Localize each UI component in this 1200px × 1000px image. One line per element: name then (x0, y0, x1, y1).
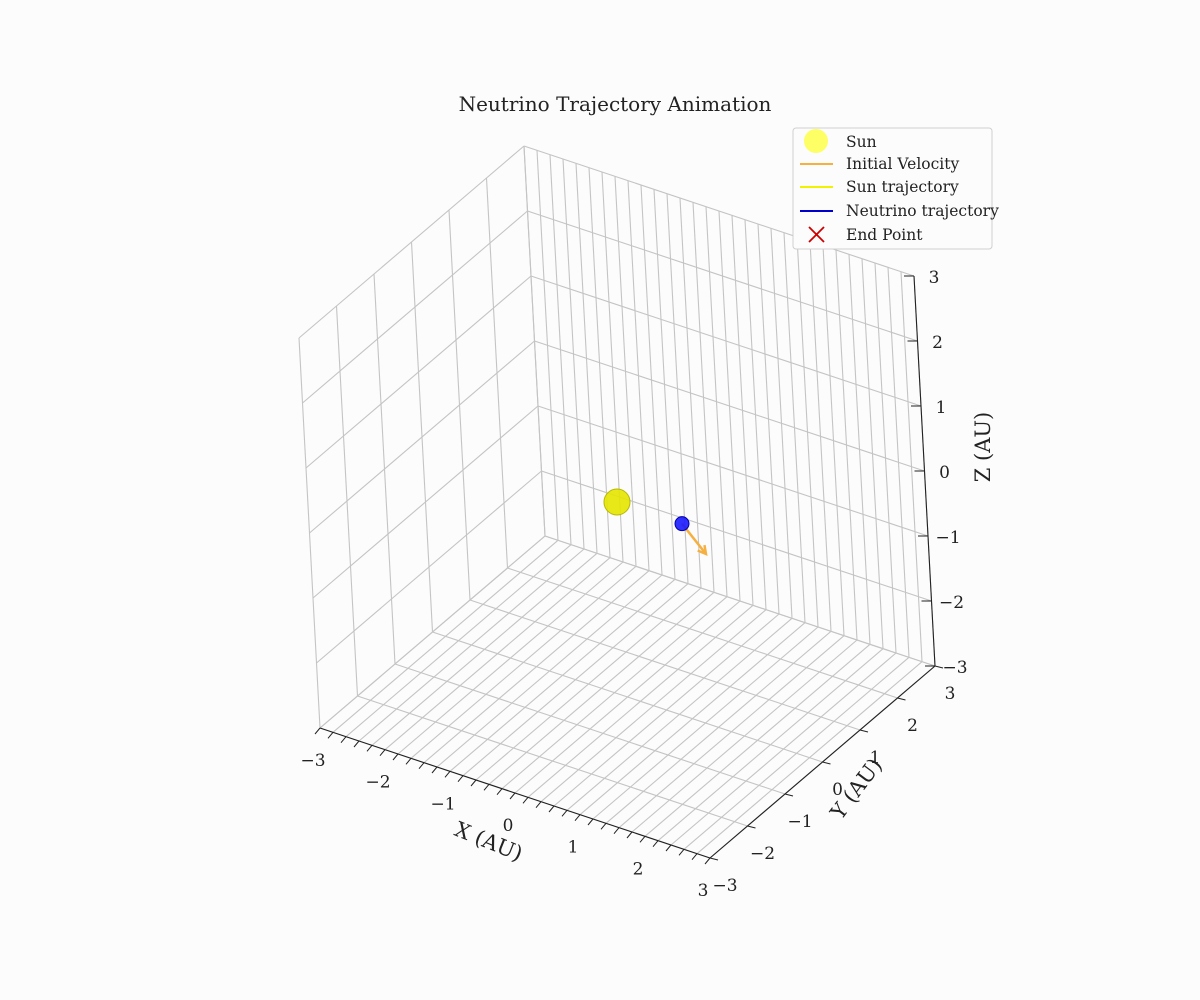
x-tick-label: 0 (503, 816, 514, 836)
x-axis-label: X (AU) (451, 817, 526, 866)
backwall-gridline-z (530, 275, 922, 407)
legend: Sun Initial Velocity Sun trajectory Neut… (792, 127, 999, 250)
backwall-gridline-z (541, 470, 932, 602)
x-tick (314, 727, 321, 735)
legend-end-point-marker (808, 226, 825, 243)
x-tick (548, 805, 555, 813)
x-tick (353, 740, 360, 748)
x-tick (496, 788, 503, 795)
x-tick (444, 771, 451, 778)
x-tick (327, 732, 334, 739)
neutrino-point (674, 516, 690, 532)
y-tick (934, 665, 944, 669)
z-tick-label: −1 (935, 528, 960, 548)
sidewall-gridline-z (309, 340, 535, 534)
x-tick (392, 753, 399, 761)
floor-gridline-y (432, 631, 823, 763)
y-tick-label: −3 (712, 876, 737, 896)
x-tick (704, 857, 711, 865)
legend-end-point-label: End Point (846, 226, 923, 244)
x-tick (340, 736, 347, 743)
backwall-gridline-z (537, 405, 929, 537)
x-tick (587, 818, 594, 826)
floor-gridline-y (357, 695, 748, 827)
chart-title: Neutrino Trajectory Animation (459, 92, 772, 116)
sidewall-gridline-z (312, 405, 539, 599)
x-tick-label: 3 (698, 881, 709, 901)
z-tick-label: −2 (939, 593, 964, 613)
y-tick-label: −1 (787, 812, 812, 832)
sidewall-gridline-z (302, 210, 528, 404)
legend-neutrino-trajectory-label: Neutrino trajectory (846, 202, 999, 220)
x-tick (561, 810, 568, 817)
y-tick (709, 857, 719, 861)
x-tick (379, 749, 386, 756)
y-tick (822, 761, 831, 765)
x-tick (678, 849, 685, 856)
backwall-gridline-z (534, 340, 925, 472)
z-tick-label: 2 (932, 333, 943, 353)
sidewall-gridline-z (316, 470, 542, 664)
x-tick (366, 745, 373, 752)
x-tick-label: −2 (365, 773, 390, 793)
sidewall-gridline-z (319, 535, 546, 729)
y-tick-label: −2 (750, 844, 775, 864)
y-tick (784, 793, 794, 797)
data-marks (603, 488, 708, 557)
sidewall-gridline-z (305, 275, 532, 469)
x-tick (522, 797, 529, 804)
z-tick-label: −3 (942, 658, 967, 678)
z-tick-label: 1 (936, 398, 947, 418)
z-axis-label: Z (AU) (971, 412, 995, 483)
legend-sun-marker (804, 129, 828, 153)
backwall-gridline-z (527, 210, 918, 342)
x-tick (574, 814, 581, 821)
y-tick (859, 729, 869, 733)
backwall-gridline-z (523, 145, 915, 277)
floor-gridline-y (507, 567, 898, 699)
y-tick (747, 825, 756, 829)
x-tick (535, 801, 542, 808)
z-tick-label: 0 (939, 463, 950, 483)
initial-velocity-arrowhead (697, 544, 708, 557)
x-tick (652, 840, 659, 847)
x-tick (470, 779, 477, 787)
x-tick (613, 827, 620, 834)
y-tick-label: 2 (907, 716, 918, 736)
x-tick (691, 853, 698, 860)
x-tick (665, 844, 672, 852)
sidewall-gridline-z (298, 145, 525, 339)
x-tick (431, 766, 438, 774)
x-tick (418, 762, 425, 769)
floor-gridline-y (469, 599, 861, 731)
legend-sun-label: Sun (846, 133, 877, 151)
sun-point (603, 488, 631, 516)
x-tick (639, 836, 646, 843)
z-tick-label: 3 (929, 268, 940, 288)
x-tick (626, 831, 633, 839)
x-tick (600, 823, 607, 830)
legend-frame (792, 127, 993, 250)
x-tick (457, 775, 464, 782)
x-tick (509, 792, 516, 800)
x-tick-label: −1 (430, 794, 455, 814)
x-tick-label: 2 (633, 859, 644, 879)
y-tick-label: 0 (832, 780, 843, 800)
legend-velocity-label: Initial Velocity (846, 155, 959, 173)
floor-gridline-y (394, 663, 786, 795)
backwall-gridline-z (544, 535, 936, 667)
y-tick-label: 3 (945, 684, 956, 704)
x-tick-label: 1 (568, 838, 579, 858)
y-tick-label: 1 (870, 748, 881, 768)
y-tick (897, 697, 906, 701)
grid-lines (298, 145, 936, 859)
legend-sun-trajectory-label: Sun trajectory (846, 178, 959, 196)
x-tick (483, 784, 490, 791)
x-tick (405, 758, 412, 765)
x-tick-label: −3 (300, 751, 325, 771)
